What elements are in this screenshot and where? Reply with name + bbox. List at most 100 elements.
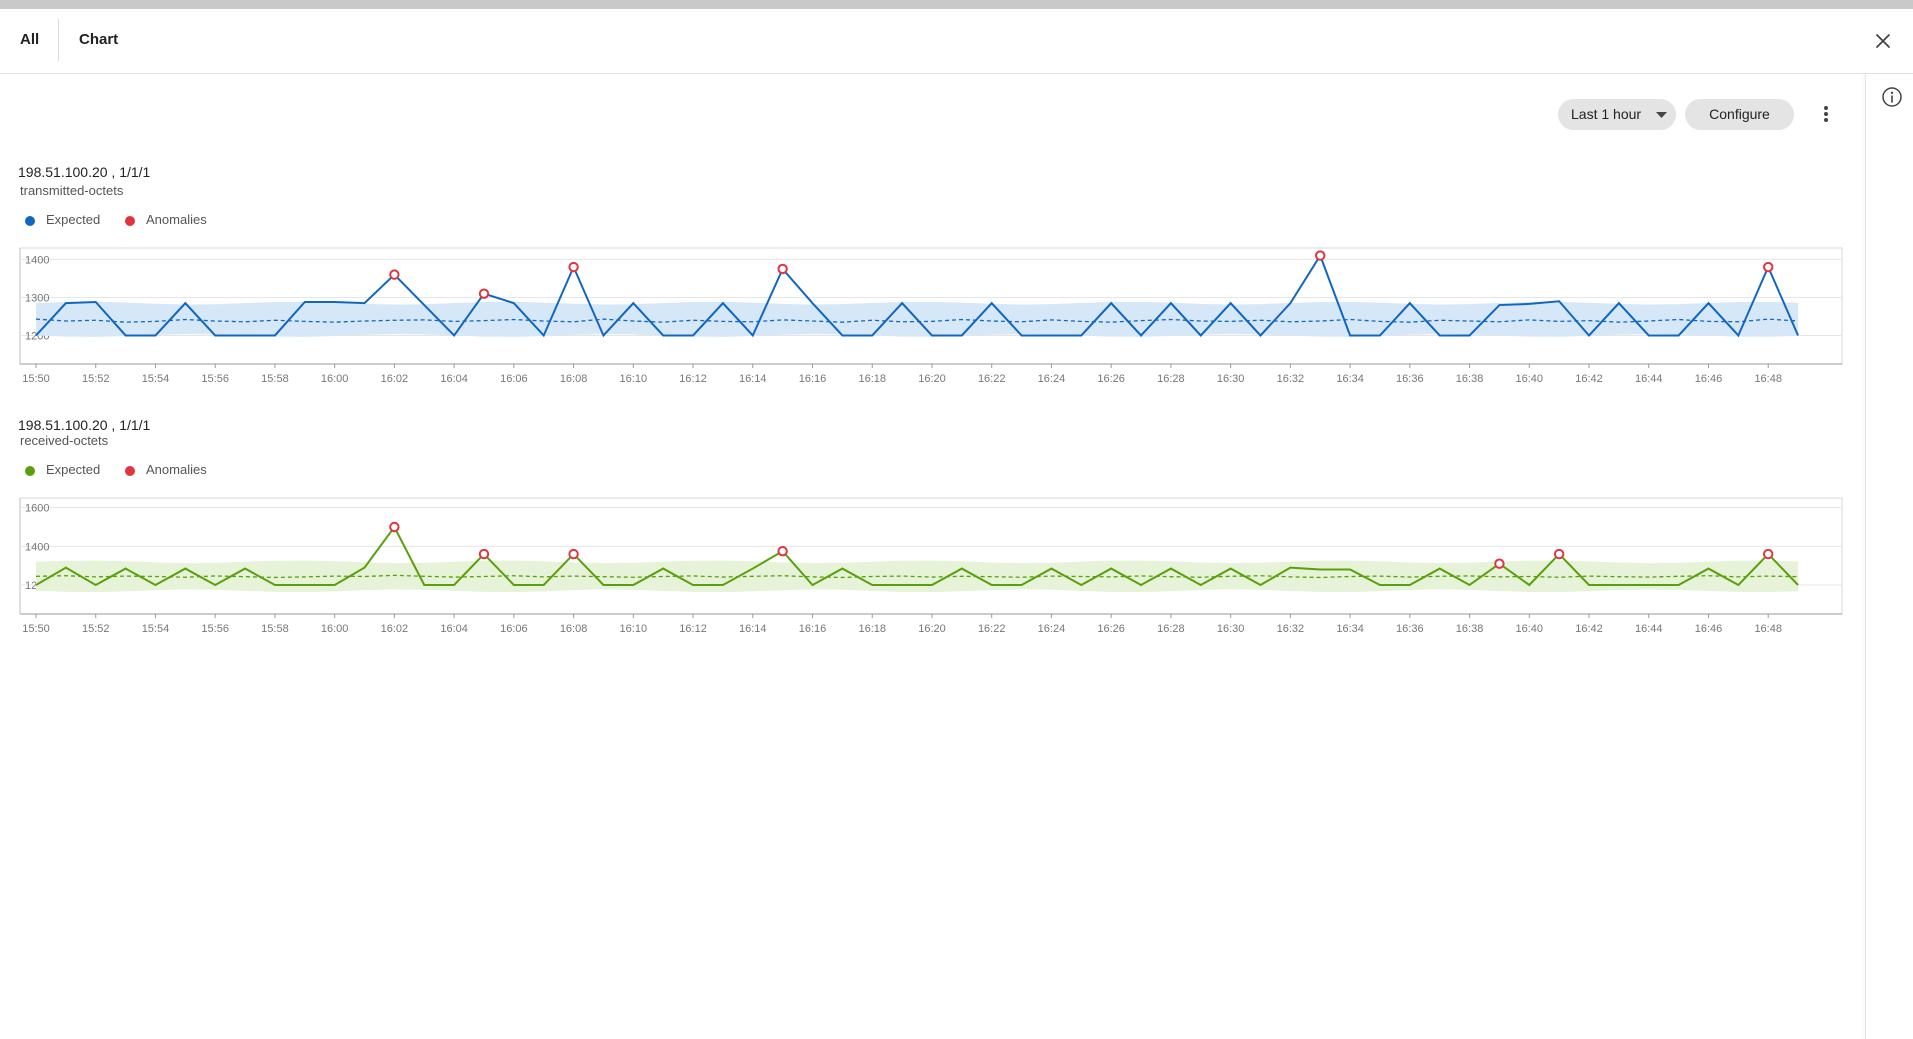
x-tick-label: 16:10	[620, 623, 648, 635]
legend-label-expected: Expected	[46, 212, 101, 227]
anomaly-point	[1315, 250, 1326, 261]
chart-subtitle: received-octets	[20, 433, 109, 448]
configure-button[interactable]: Configure	[1685, 99, 1794, 130]
anomaly-point	[389, 269, 400, 280]
tab-divider	[58, 19, 59, 61]
x-tick-label: 16:32	[1277, 623, 1305, 635]
x-tick-label: 16:28	[1157, 623, 1185, 635]
x-tick-label: 16:44	[1635, 373, 1663, 385]
x-tick-label: 16:34	[1336, 373, 1364, 385]
y-tick-label: 1600	[25, 503, 49, 515]
right-rail	[1865, 74, 1913, 1039]
legend-dot-anomalies	[125, 216, 135, 226]
x-tick-label: 16:44	[1635, 623, 1663, 635]
anomaly-point	[1763, 548, 1774, 560]
x-tick-label: 16:46	[1695, 623, 1723, 635]
x-tick-label: 16:42	[1575, 623, 1603, 635]
anomaly-point	[1494, 558, 1505, 569]
anomaly-point	[1763, 261, 1774, 273]
time-range-select[interactable]: Last 1 hour	[1558, 99, 1676, 130]
expected-series-line	[35, 525, 1799, 587]
anomaly-point	[478, 548, 490, 560]
y-tick-label: 1300	[25, 292, 49, 304]
received-octets-chart: 12001400160015:5015:5215:5415:5615:5816:…	[19, 497, 1843, 635]
x-tick-label: 16:18	[858, 623, 886, 635]
x-tick-label: 16:04	[440, 373, 468, 385]
x-tick-label: 16:38	[1456, 373, 1484, 385]
more-vertical-icon[interactable]	[1815, 100, 1837, 128]
x-tick-label: 16:46	[1695, 373, 1723, 385]
close-icon[interactable]	[1870, 28, 1896, 54]
x-tick-label: 15:52	[82, 373, 110, 385]
x-tick-label: 16:40	[1516, 623, 1544, 635]
anomaly-point	[777, 263, 788, 275]
x-tick-label: 15:54	[142, 373, 170, 385]
chart-title: 198.51.100.20 , 1/1/1	[18, 417, 151, 433]
x-tick-label: 16:12	[679, 623, 707, 635]
x-tick-label: 16:06	[500, 373, 528, 385]
x-tick-label: 15:52	[82, 623, 110, 635]
anomaly-point	[389, 521, 400, 533]
legend-dot-expected	[25, 216, 35, 226]
x-tick-label: 16:36	[1396, 623, 1424, 635]
x-tick-label: 15:56	[201, 373, 229, 385]
x-tick-label: 16:22	[978, 623, 1006, 635]
anomaly-point	[478, 288, 490, 299]
x-tick-label: 16:14	[739, 623, 767, 635]
chart-title: 198.51.100.20 , 1/1/1	[18, 164, 151, 180]
legend-label-expected: Expected	[46, 462, 101, 477]
x-tick-label: 16:16	[799, 373, 827, 385]
anomaly-point	[777, 545, 788, 557]
x-tick-label: 15:58	[261, 623, 289, 635]
expected-range-band	[36, 560, 1799, 593]
x-tick-label: 16:24	[1038, 623, 1066, 635]
tab-bar: All Chart	[0, 9, 1913, 74]
anomaly-point	[568, 548, 579, 560]
anomaly-point	[1553, 548, 1565, 560]
y-tick-label: 1400	[25, 254, 49, 266]
x-tick-label: 16:06	[500, 623, 528, 635]
x-tick-label: 16:28	[1157, 373, 1185, 385]
legend-label-anomalies: Anomalies	[146, 462, 207, 477]
x-tick-label: 16:26	[1097, 623, 1125, 635]
x-tick-label: 16:10	[620, 373, 648, 385]
x-tick-label: 16:20	[918, 373, 946, 385]
expected-series-line	[35, 253, 1799, 338]
x-tick-label: 16:48	[1754, 373, 1782, 385]
time-range-label: Last 1 hour	[1571, 106, 1642, 122]
x-tick-label: 16:18	[858, 373, 886, 385]
x-tick-label: 16:16	[799, 623, 827, 635]
x-tick-label: 15:54	[142, 623, 170, 635]
x-tick-label: 16:02	[381, 373, 409, 385]
chart-subtitle: transmitted-octets	[20, 183, 124, 198]
x-tick-label: 16:30	[1217, 373, 1245, 385]
legend-label-anomalies: Anomalies	[146, 212, 207, 227]
x-tick-label: 16:34	[1336, 623, 1364, 635]
x-tick-label: 16:00	[321, 623, 349, 635]
x-tick-label: 16:14	[739, 373, 767, 385]
tab-all[interactable]: All	[20, 31, 40, 48]
x-tick-label: 16:00	[321, 373, 349, 385]
x-tick-label: 15:56	[201, 623, 229, 635]
caret-down-icon	[1656, 112, 1667, 118]
legend-dot-anomalies	[125, 466, 135, 476]
x-tick-label: 16:36	[1396, 373, 1424, 385]
x-tick-label: 16:22	[978, 373, 1006, 385]
x-tick-label: 16:32	[1277, 373, 1305, 385]
x-tick-label: 16:12	[679, 373, 707, 385]
x-tick-label: 16:42	[1575, 373, 1603, 385]
x-tick-label: 16:24	[1038, 373, 1066, 385]
tab-chart[interactable]: Chart	[79, 31, 119, 48]
x-tick-label: 16:40	[1516, 373, 1544, 385]
x-tick-label: 16:38	[1456, 623, 1484, 635]
info-icon[interactable]	[1881, 86, 1903, 108]
legend-dot-expected	[25, 466, 35, 476]
x-tick-label: 16:04	[440, 623, 468, 635]
x-tick-label: 16:08	[560, 373, 588, 385]
x-tick-label: 16:02	[381, 623, 409, 635]
x-tick-label: 16:26	[1097, 373, 1125, 385]
plot-frame	[19, 497, 1843, 615]
x-tick-label: 16:08	[560, 623, 588, 635]
x-tick-label: 15:50	[22, 373, 50, 385]
